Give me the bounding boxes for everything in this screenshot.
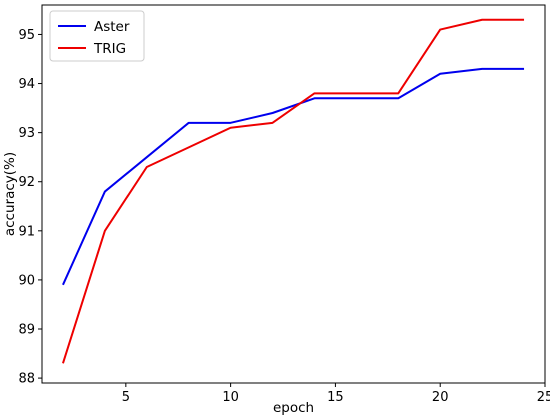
x-tick-label: 15 xyxy=(327,390,344,405)
y-tick-label: 94 xyxy=(18,77,35,92)
x-tick-label: 25 xyxy=(537,390,550,405)
x-axis-label: epoch xyxy=(273,400,314,416)
plot-layer xyxy=(41,4,546,384)
y-tick-label: 92 xyxy=(18,175,35,190)
legend: Aster TRIG xyxy=(49,10,145,62)
y-tick-label: 88 xyxy=(18,372,35,387)
y-tick-label: 91 xyxy=(18,224,35,239)
x-tick-label: 20 xyxy=(432,390,449,405)
x-tick-label: 10 xyxy=(222,390,239,405)
plot-frame xyxy=(41,4,546,384)
x-tick-label: 5 xyxy=(122,390,130,405)
y-tick-label: 93 xyxy=(18,126,35,141)
y-tick-label: 95 xyxy=(18,28,35,43)
ticks-layer: 5 10 15 20 25 88 89 90 91 92 93 94 95 xyxy=(18,28,550,405)
y-tick-label: 89 xyxy=(18,323,35,338)
legend-label-trig: TRIG xyxy=(93,41,126,57)
y-tick-label: 90 xyxy=(18,273,35,288)
y-axis-label: accuracy(%) xyxy=(2,152,18,236)
legend-label-aster: Aster xyxy=(94,19,130,35)
series-line-trig xyxy=(62,18,525,364)
series-line-aster xyxy=(62,67,525,286)
